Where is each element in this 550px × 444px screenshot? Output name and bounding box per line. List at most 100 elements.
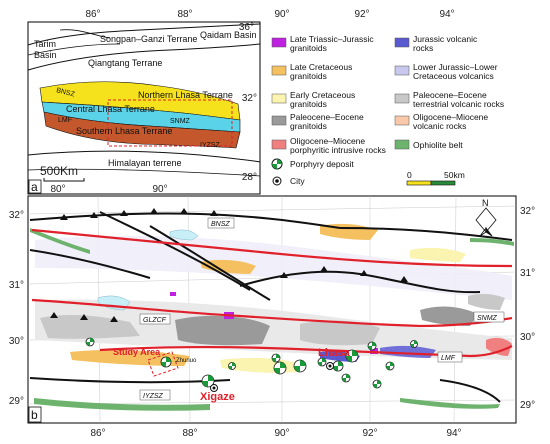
qaidam-basin-label: Qaidam Basin [200,30,257,40]
southern-lhasa-label: Southern Lhasa Terrane [76,126,172,136]
legend-swatch [271,93,287,104]
lon-tick: 88° [182,428,197,439]
lon-tick: 90° [274,428,289,439]
legend-text: terrestrial volcanic rocks [413,99,504,109]
lmf-fault-label: LMF [441,355,456,362]
iyzsz-fault-label: IYZSZ [143,393,164,400]
top-lon-tick: 90° [274,9,289,20]
panel-b-lon-axis: 86° 88° 90° 92° 94° [90,428,461,439]
panel-a-inset-map: Qaidam Basin Tarim Basin Songpan–Ganzi T… [27,21,261,195]
top-lon-tick: 88° [177,9,192,20]
legend-text: granitoids [290,99,327,109]
legend-swatch [394,115,410,126]
legend-text: Late Triassic–Jurassic [290,34,374,44]
qiangtang-label: Qiangtang Terrane [88,58,162,68]
bnsz-label: BNSZ [56,87,77,98]
panel-b-label: b [31,408,38,422]
legend-swatch [394,37,410,48]
snmz-fault-label: SNMZ [477,315,498,322]
lhasa-label: Lhasa [318,347,351,359]
city-lhasa [326,362,334,370]
lat-tick-right: 31° [520,268,535,279]
northern-lhasa-label: Northern Lhasa Terrane [138,90,233,100]
central-lhasa-label: Central Lhasa Terrane [66,104,155,114]
city-xigaze [210,384,218,392]
porphyry-deposits [85,337,418,389]
legend-text: porphyritic intrusive rocks [290,145,386,155]
panel-b-main-map: BNSZ GLZCF SNMZ LMF IYZSZ Study Area Zhu… [27,195,517,424]
glzcf-fault-label: GLZCF [143,317,167,324]
ophiolite-belt [34,398,210,411]
iyzsz-label: IYZSZ [200,142,221,149]
inset-lat-tick: 32° [242,93,257,104]
panel-b-lat-axis: 32° 31° 30° 29° 32° 31° 30° 29° [9,206,535,411]
legend-text: Paleocene–Eocene [413,90,487,100]
top-lon-axis: 86° 88° 90° 92° 94° [85,9,454,20]
legend-swatch [271,115,287,126]
legend-text: granitoids [290,71,327,81]
scale-end: 50km [444,170,465,180]
city-icon [272,176,282,186]
legend-text: Lower Jurassic–Lower [413,62,498,72]
inset-scale-bar: 500Km [40,164,85,182]
top-lon-tick: 94° [439,9,454,20]
bnsz-fault-label: BNSZ [211,221,230,228]
legend-text: Jurassic volcanic [413,34,478,44]
legend-text: Paleocene–Eocene [290,112,364,122]
legend-text: Late Cretaceous [290,62,352,72]
legend-swatch [271,139,287,150]
zhunuo-label: Zhunuo [176,358,197,364]
songpan-ganzi-label: Songpan–Ganzi Terrane [100,34,197,44]
inset-lon-tick: 80° [50,184,65,195]
north-label: N [482,198,489,208]
study-area-label: Study Area [113,347,161,357]
snmz-label: SNMZ [170,118,191,125]
lat-tick-right: 30° [520,332,535,343]
lat-tick-left: 29° [9,396,24,407]
lat-tick-left: 31° [9,280,24,291]
legend-swatch [271,65,287,76]
legend-text: rocks [413,43,433,53]
red-fault-lines [31,228,513,358]
lon-tick: 94° [446,428,461,439]
xigaze-label: Xigaze [200,391,235,403]
legend-text: Ophiolite belt [413,140,463,150]
legend-swatch [271,37,287,48]
inset-lat-tick: 36° [239,22,254,33]
scale-start: 0 [407,170,412,180]
legend-swatch [394,93,410,104]
legend-text: Oligocene–Miocene [290,136,365,146]
tarim-label: Tarim [34,39,56,49]
panel-a-label: a [31,180,38,194]
north-arrow-icon: N [475,198,497,237]
porphyry-label: Porphyry deposit [290,159,354,169]
inset-lat-tick: 28° [242,172,257,183]
legend-text: granitoids [290,121,327,131]
study-area-box [147,351,179,377]
basin-label: Basin [34,50,57,60]
southern-lhasa-region [43,111,241,149]
lat-tick-left: 32° [9,210,24,221]
porphyry-deposit-icon [271,158,283,170]
lmf-label: LMF [58,117,72,124]
lat-tick-right: 32° [520,206,535,217]
fault-labels: BNSZ GLZCF SNMZ LMF IYZSZ [139,217,505,401]
legend-text: Cretaceous volcanics [413,71,494,81]
himalayan-terrene-label: Himalayan terrene [108,158,182,168]
inset-lon-tick: 90° [152,184,167,195]
legend-swatch [394,65,410,76]
legend-text: granitoids [290,43,327,53]
top-lon-tick: 86° [85,9,100,20]
top-lon-tick: 92° [354,9,369,20]
legend-text: volcanic rocks [413,121,466,131]
city-label: City [290,176,305,186]
legend-scale-bar: 0 50km [406,170,465,186]
study-extent-box [107,99,233,147]
inset-scale-label: 500Km [40,164,78,178]
legend-text: Early Cretaceous [290,90,355,100]
legend: Late Triassic–Jurassic granitoids Late C… [271,34,504,186]
lon-tick: 86° [90,428,105,439]
lon-tick: 92° [362,428,377,439]
lat-tick-left: 30° [9,336,24,347]
